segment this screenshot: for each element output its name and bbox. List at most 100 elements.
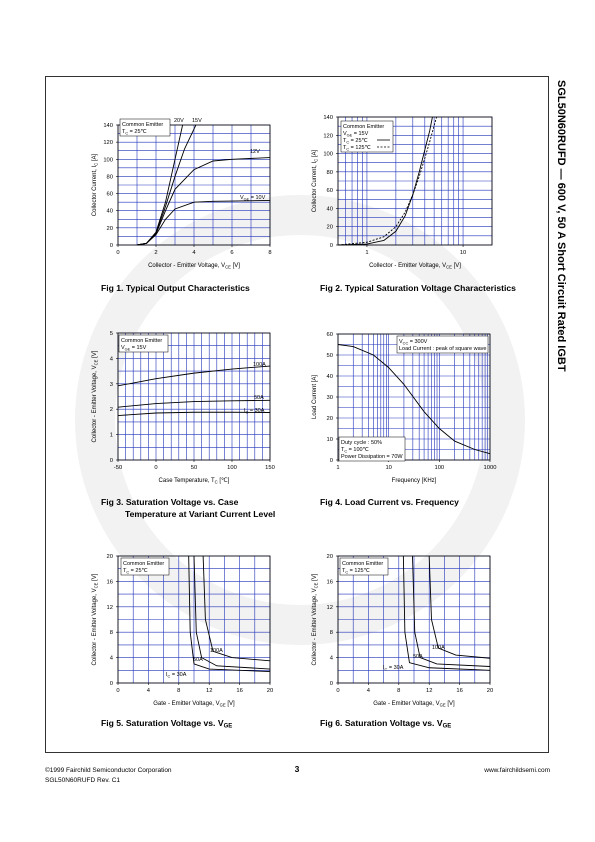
note-text: TC = 25℃ [123,568,149,575]
figure-caption-subscript: GE [443,724,452,730]
note-text-part: = 100℃ [347,447,369,453]
y-axis-label-part: [V] [312,573,318,582]
figure-caption: Fig 4. Load Current vs. Frequency [320,497,459,507]
x-tick-label: 150 [265,465,275,471]
figure-caption: Fig 5. Saturation Voltage vs. VGE [101,718,232,730]
curve-label: 50A [254,395,264,401]
page-border [45,76,549,753]
y-tick-label: 120 [323,133,333,139]
y-tick-label: 16 [107,579,113,585]
curve-label: IC = 30A [383,665,404,672]
note-text-subscript: C [346,141,349,145]
y-tick-label: 4 [110,356,114,362]
x-axis-label-subscript: GE [220,703,226,708]
curve-label: VGE = 10V [240,195,266,202]
x-axis-label-subscript: CE [446,265,452,270]
y-tick-label: 100 [103,157,113,163]
y-axis-label-subscript: CE [94,359,99,365]
y-axis-label: Collector - Emitter Voltage, VCE [V] [312,573,319,665]
curve [337,116,437,246]
x-tick-label: 20 [487,688,493,694]
figure-caption: Temperature at Variant Current Level [125,509,275,519]
y-axis-label-part: Collector - Emitter Voltage, V [92,365,98,442]
curve [402,555,491,671]
y-tick-label: 12 [327,605,333,611]
y-tick-label: 100 [323,152,333,158]
y-tick-label: 120 [103,140,113,146]
note-text: VCC = 300V [399,339,428,346]
x-tick-label: 8 [268,250,271,256]
curve [337,116,433,246]
side-title: SGL50N60RUFD — 600 V, 50 A Short Circuit… [555,80,567,372]
figure-caption: Fig 2. Typical Saturation Voltage Charac… [320,283,516,293]
note-text: TC = 25℃ [122,129,148,136]
y-tick-label: 0 [110,458,113,464]
x-tick-label: 100 [227,465,237,471]
x-axis-label-part: Collector - Emitter Voltage, V [148,263,225,269]
footer-revision: SGL50N60RUFD Rev. C1 [45,777,120,784]
note-text: VGE = 15V [121,345,147,352]
plot-frame [337,555,491,684]
curve-label: 100A [210,648,223,654]
x-tick-label: 16 [236,688,242,694]
x-axis-label-part: Frequency [KHz] [392,478,437,484]
x-axis-label-part: Gate - Emitter Voltage, V [373,701,439,707]
x-tick-label: 4 [367,688,371,694]
curve-label: 50A [193,657,203,663]
curve [412,555,491,667]
y-axis-label-part: [V] [92,573,98,582]
x-tick-label: 8 [177,688,180,694]
x-tick-label: 50 [191,465,197,471]
x-tick-label: 4 [147,688,151,694]
figure-caption: Fig 1. Typical Output Characteristics [101,283,250,293]
note-text: TC = 125℃ [342,568,371,575]
curve [117,399,271,408]
note-text: Power Dissipation = 70W [341,454,403,460]
y-tick-label: 20 [107,226,113,232]
watermark [75,195,525,645]
y-axis-label-subscript: C [314,159,319,162]
y-axis-label: Collector Current, IC [A] [92,153,99,216]
note-text-subscript: GE [347,134,353,138]
note-text-part: T [341,447,345,453]
note-text: Common Emitter [123,561,164,567]
note-text-subscript: C [126,571,129,575]
note-text-part: = 25℃ [128,129,147,135]
y-tick-label: 8 [330,630,333,636]
note-text-part: V [399,339,403,345]
note-text-part: V [343,131,347,137]
curve [428,555,491,659]
y-axis-label-subscript: CE [94,582,99,588]
y-axis-label-part: [V] [92,350,98,359]
note-text-part: T [343,145,347,151]
curve-label: 15V [192,118,202,124]
x-tick-label: 0 [154,465,157,471]
curve-label-part: = 30A [248,408,264,414]
x-tick-label: 0 [116,250,119,256]
y-axis-label: Collector - Emitter Voltage, VCE [V] [92,573,99,665]
x-tick-label: 1 [365,250,368,256]
x-axis-label-part: Collector - Emitter Voltage, V [369,263,446,269]
x-axis-label: Case Temperature, TC [℃] [159,478,230,485]
note-text-subscript: C [345,571,348,575]
note-box [396,335,489,354]
x-axis-label-part: [V] [452,263,461,269]
note-text-subscript: CC [403,342,409,346]
x-axis-label: Gate - Emitter Voltage, VGE [V] [153,701,235,708]
x-tick-label: 16 [456,688,462,694]
y-tick-label: 140 [323,115,333,121]
curve-label-part: I [383,665,385,671]
curve-label-part: I [244,408,246,414]
curve-label: IC = 30A [244,408,265,415]
y-axis-label-subscript: CE [314,582,319,588]
x-axis-label: Gate - Emitter Voltage, VGE [V] [373,701,455,708]
curve-label: 12V [250,149,260,155]
note-text-part: = 25℃ [129,568,148,574]
y-axis-label-part: Collector Current, I [92,166,98,217]
y-tick-label: 20 [327,416,333,422]
x-tick-label: 1000 [484,465,497,471]
note-text-part: V [121,345,125,351]
note-box [119,118,171,137]
curve-label: 100A [432,645,445,651]
y-tick-label: 5 [110,331,113,337]
